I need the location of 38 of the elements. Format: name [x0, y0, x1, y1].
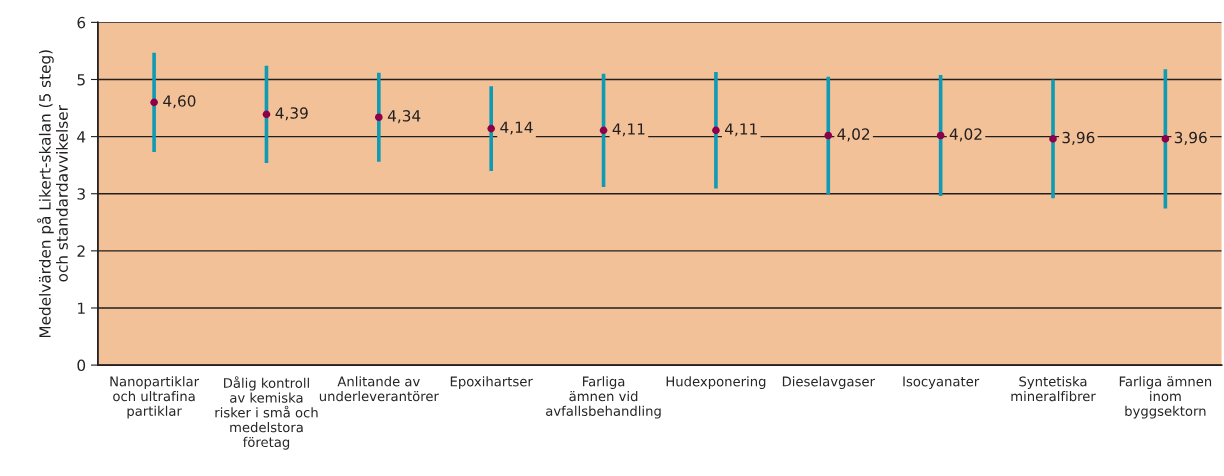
x-tick-label: Dieselavgaser — [782, 376, 875, 389]
data-label: 4,34 — [387, 110, 421, 124]
x-tick-label: Dålig kontroll av kemiska risker i små och medelstora företag — [215, 376, 318, 450]
y-tick-label: 3 — [77, 188, 85, 200]
point — [824, 131, 833, 140]
y-axis-title: Medelvärden på Likert-skalan (5 steg) och standardavvikelser — [37, 50, 68, 338]
point — [1049, 135, 1057, 143]
x-tick-label: Syntetiska mineralfibrer — [1011, 376, 1096, 402]
y-tick-label: 1 — [78, 302, 85, 314]
point — [1161, 135, 1170, 143]
y-tick-label: 4 — [77, 131, 86, 143]
data-label: 4,02 — [949, 128, 982, 142]
point — [375, 113, 383, 121]
y-tick-label: 0 — [77, 359, 86, 372]
point — [936, 131, 945, 140]
x-tick-label: Epoxihartser — [450, 376, 533, 389]
data-label: 3,96 — [1062, 131, 1095, 145]
data-label: 4,60 — [163, 95, 196, 109]
x-tick-label: Isocyanater — [903, 376, 980, 389]
data-label: 4,39 — [275, 107, 308, 121]
x-tick-label: Anlitande av underleverantörer — [319, 376, 439, 402]
data-label: 3,96 — [1174, 131, 1207, 145]
y-tick-label: 6 — [77, 16, 86, 29]
data-label: 4,02 — [837, 128, 870, 142]
data-label: 4,14 — [500, 121, 533, 135]
point — [712, 126, 720, 135]
point — [150, 98, 158, 107]
point — [487, 124, 495, 133]
data-label: 4,11 — [612, 123, 645, 137]
x-tick-label: Farliga ämnen inom byggsektorn — [1119, 376, 1212, 419]
x-tick-label: Nanopartiklar och ultrafina partiklar — [110, 376, 200, 419]
x-tick-label: Farliga ämnen vid avfallsbehandling — [546, 376, 661, 419]
y-tick-label: 5 — [77, 74, 85, 86]
y-tick-label: 2 — [77, 245, 85, 257]
data-label: 4,11 — [725, 123, 757, 137]
point — [262, 110, 271, 119]
point — [599, 126, 608, 135]
x-tick-label: Hudexponering — [666, 376, 766, 389]
